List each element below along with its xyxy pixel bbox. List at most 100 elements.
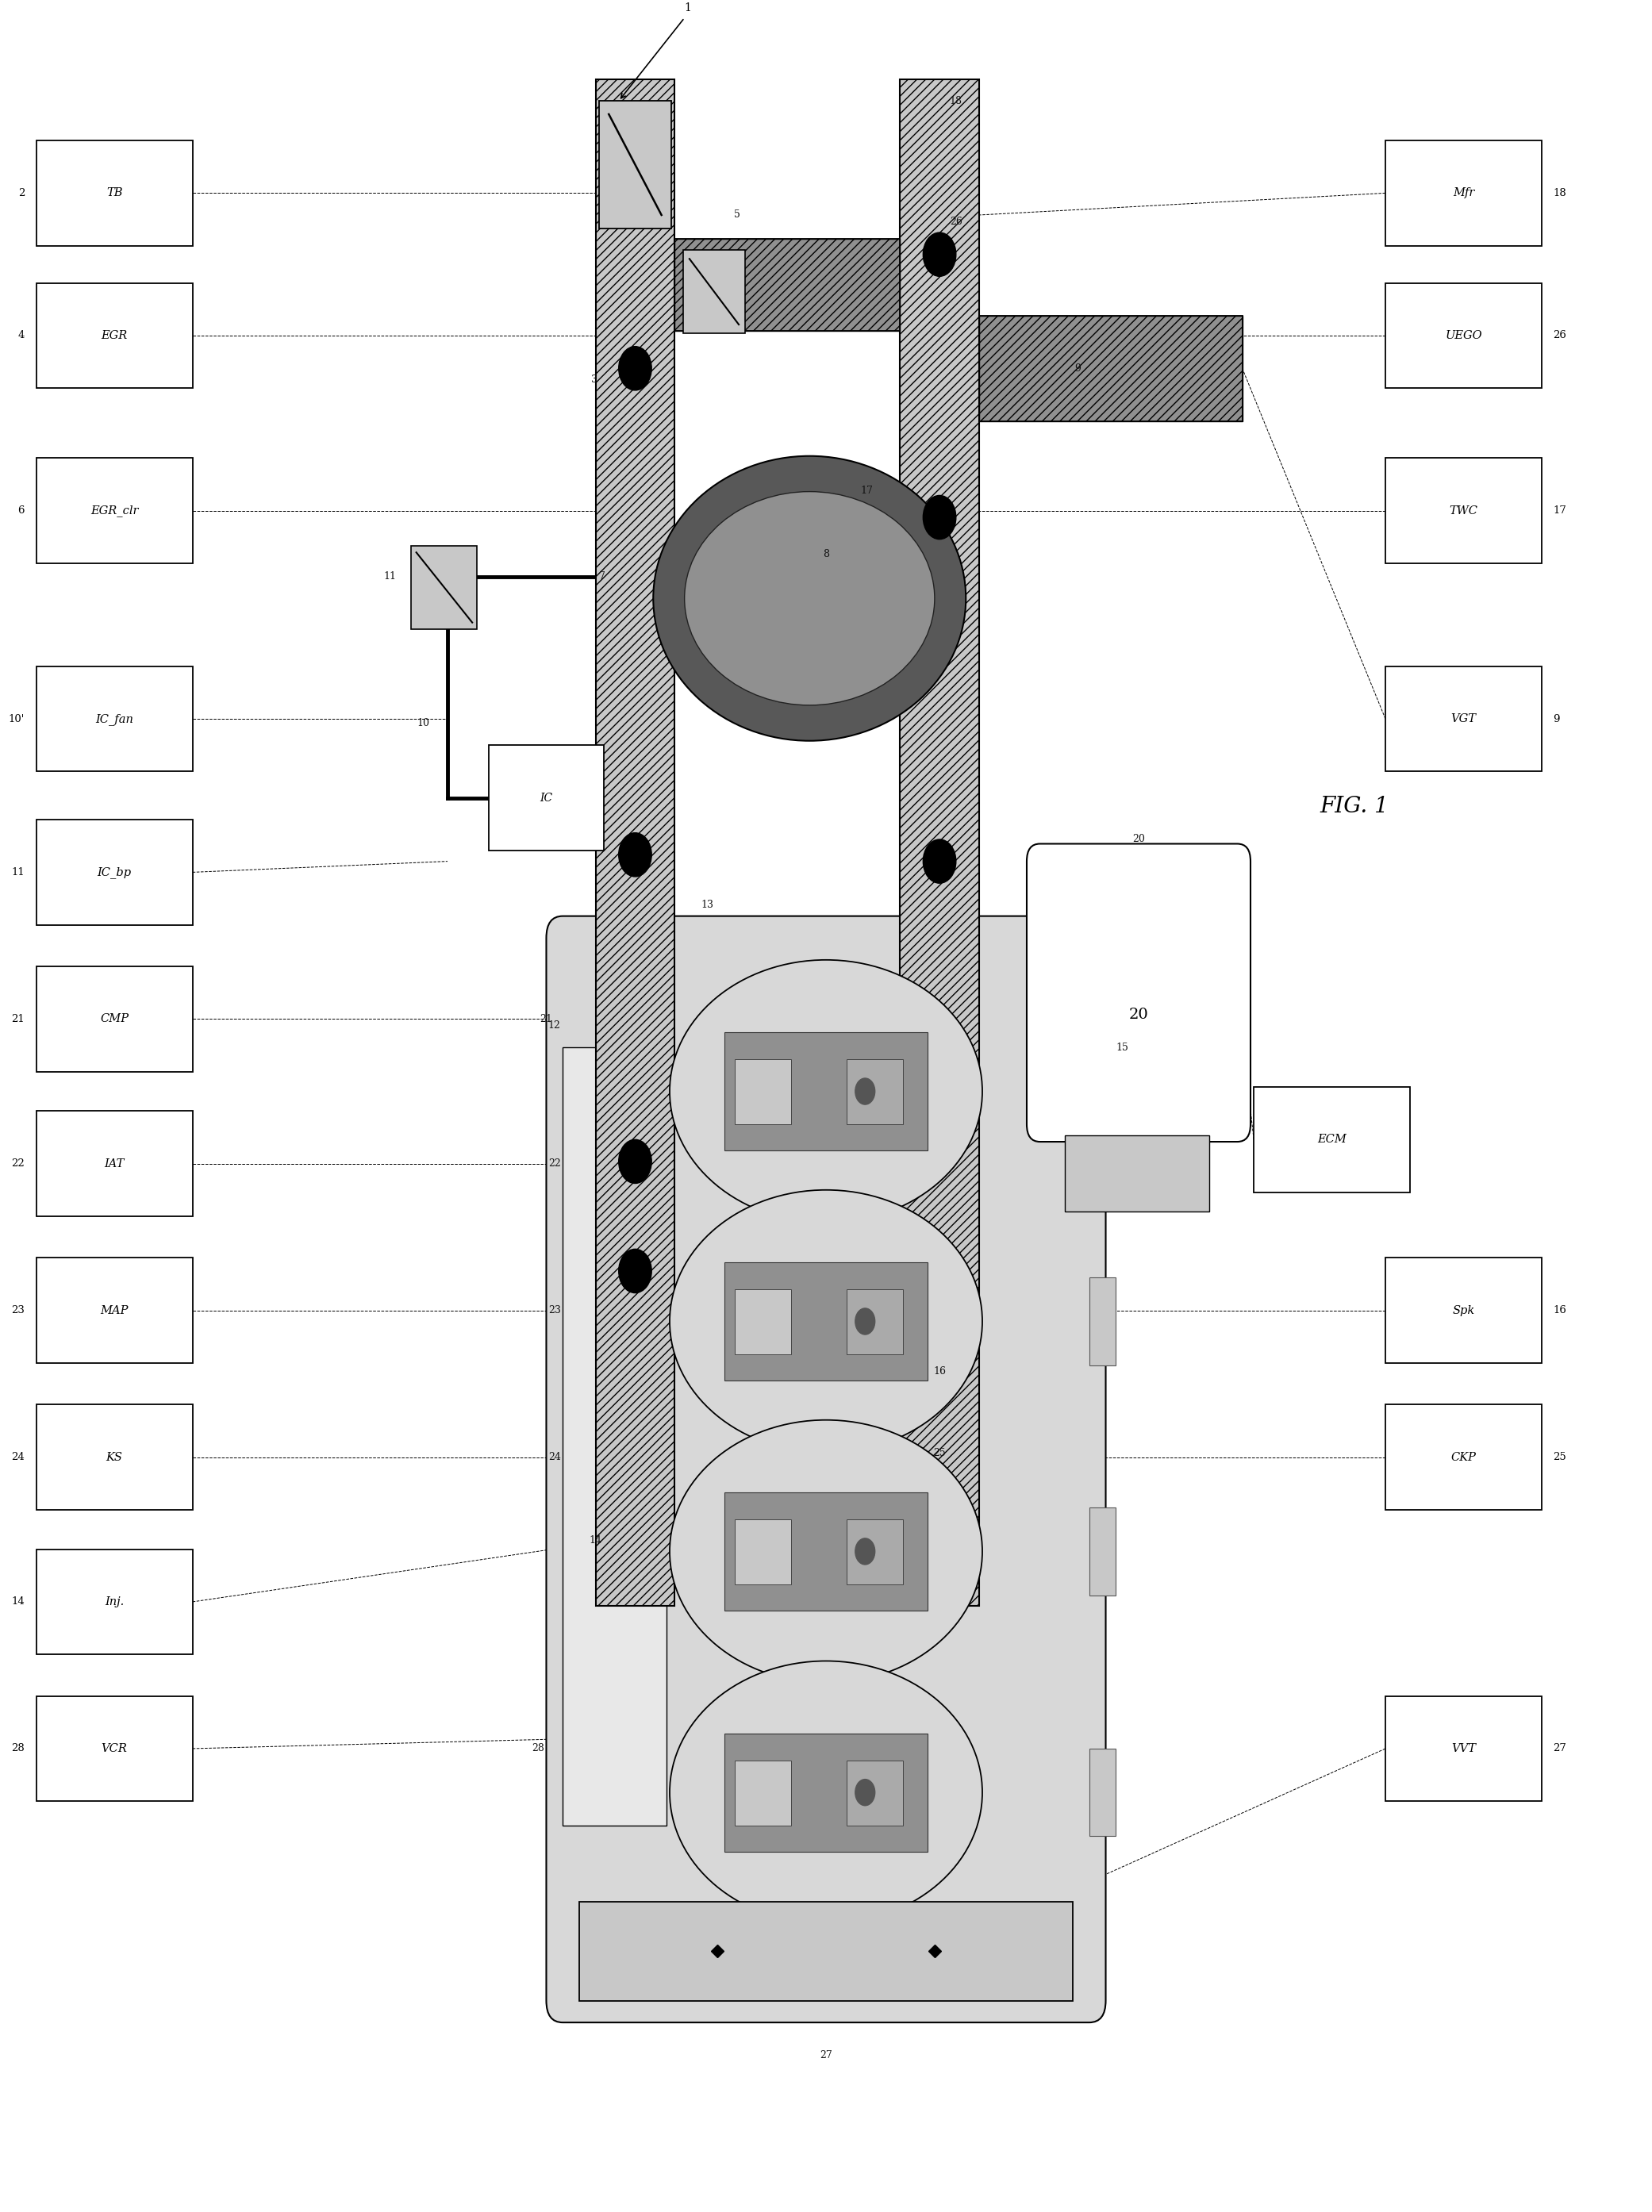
Circle shape (923, 232, 957, 276)
Text: 1: 1 (684, 2, 692, 13)
Bar (1089, 1750, 1115, 1836)
Circle shape (620, 1250, 651, 1292)
Circle shape (620, 834, 651, 876)
Bar (36, 283, 193, 387)
Text: 15: 15 (1115, 1042, 1128, 1053)
Text: 9: 9 (1553, 714, 1559, 723)
Bar (1254, 1086, 1411, 1192)
FancyBboxPatch shape (1028, 843, 1251, 1141)
Text: 28: 28 (532, 1743, 545, 1754)
Text: 14: 14 (12, 1597, 25, 1606)
Circle shape (620, 1139, 651, 1183)
Text: EGR: EGR (101, 330, 127, 341)
Circle shape (856, 1307, 876, 1334)
Bar (36, 967, 193, 1071)
Bar (1386, 1259, 1541, 1363)
Ellipse shape (669, 1190, 983, 1453)
FancyBboxPatch shape (547, 916, 1105, 2022)
Text: 17: 17 (1553, 507, 1566, 515)
Bar (900, 80, 980, 1606)
Bar (1386, 666, 1541, 772)
Text: IC: IC (540, 792, 553, 803)
Bar (1386, 1697, 1541, 1801)
Text: 25: 25 (1553, 1451, 1566, 1462)
Text: 20: 20 (1132, 834, 1145, 845)
Text: 13: 13 (700, 900, 714, 911)
Ellipse shape (669, 1661, 983, 1924)
Text: MAP: MAP (101, 1305, 129, 1316)
Bar (596, 80, 674, 1606)
Text: TWC: TWC (1449, 504, 1479, 515)
Bar (36, 458, 193, 564)
Text: 18: 18 (1553, 188, 1566, 199)
Bar (846, 1520, 904, 1584)
Text: Inj.: Inj. (104, 1597, 124, 1608)
Bar (580, 1902, 1072, 2000)
Text: 14: 14 (590, 1535, 601, 1546)
Bar (1064, 1135, 1209, 1212)
Bar (846, 1290, 904, 1354)
Text: 10': 10' (8, 714, 25, 723)
Text: CMP: CMP (101, 1013, 129, 1024)
Bar (724, 1493, 928, 1610)
Bar (36, 821, 193, 925)
Bar (563, 1048, 666, 1825)
Bar (735, 1761, 791, 1825)
Bar (411, 546, 477, 628)
Text: 8: 8 (823, 549, 829, 560)
Bar (489, 745, 605, 849)
Bar (1089, 1509, 1115, 1595)
Text: VCR: VCR (101, 1743, 127, 1754)
Text: 10: 10 (416, 719, 430, 728)
Circle shape (856, 1537, 876, 1564)
Bar (36, 1697, 193, 1801)
Text: UEGO: UEGO (1446, 330, 1482, 341)
Bar (682, 250, 745, 334)
Ellipse shape (669, 960, 983, 1223)
Bar (1089, 1279, 1115, 1365)
Text: 16: 16 (933, 1367, 947, 1376)
Bar (1386, 1405, 1541, 1511)
Text: 11: 11 (383, 571, 396, 582)
Circle shape (856, 1778, 876, 1805)
Text: 26: 26 (950, 217, 961, 226)
Bar (980, 316, 1242, 420)
Text: Spk: Spk (1452, 1305, 1475, 1316)
Ellipse shape (653, 456, 966, 741)
Bar (36, 1110, 193, 1217)
Bar (674, 239, 900, 332)
Ellipse shape (684, 491, 935, 706)
Text: 26: 26 (1553, 330, 1566, 341)
Bar (724, 1263, 928, 1380)
Bar (674, 239, 900, 332)
Circle shape (923, 838, 957, 883)
Text: EGR_clr: EGR_clr (91, 504, 139, 518)
Bar (846, 1761, 904, 1825)
Text: 24: 24 (12, 1451, 25, 1462)
Bar (36, 1405, 193, 1511)
Text: 6: 6 (18, 507, 25, 515)
Text: 27: 27 (819, 2051, 833, 2062)
Text: IAT: IAT (104, 1159, 124, 1170)
Text: 17: 17 (861, 487, 874, 495)
Text: 18: 18 (950, 95, 963, 106)
Circle shape (856, 1077, 876, 1104)
Text: CKP: CKP (1450, 1451, 1477, 1462)
Text: KS: KS (106, 1451, 122, 1462)
Text: VVT: VVT (1452, 1743, 1475, 1754)
Text: 16: 16 (1553, 1305, 1566, 1316)
Bar (980, 316, 1242, 420)
Bar (600, 102, 671, 228)
Text: 21: 21 (540, 1013, 552, 1024)
Text: 9: 9 (1074, 363, 1080, 374)
Text: IC_fan: IC_fan (96, 712, 134, 726)
Circle shape (620, 347, 651, 389)
Text: 24: 24 (548, 1451, 560, 1462)
Ellipse shape (669, 1420, 983, 1683)
Bar (1386, 458, 1541, 564)
Text: 5: 5 (733, 210, 740, 221)
Text: TB: TB (106, 188, 122, 199)
Text: 27: 27 (1553, 1743, 1566, 1754)
Bar (36, 1548, 193, 1655)
Bar (1386, 142, 1541, 246)
